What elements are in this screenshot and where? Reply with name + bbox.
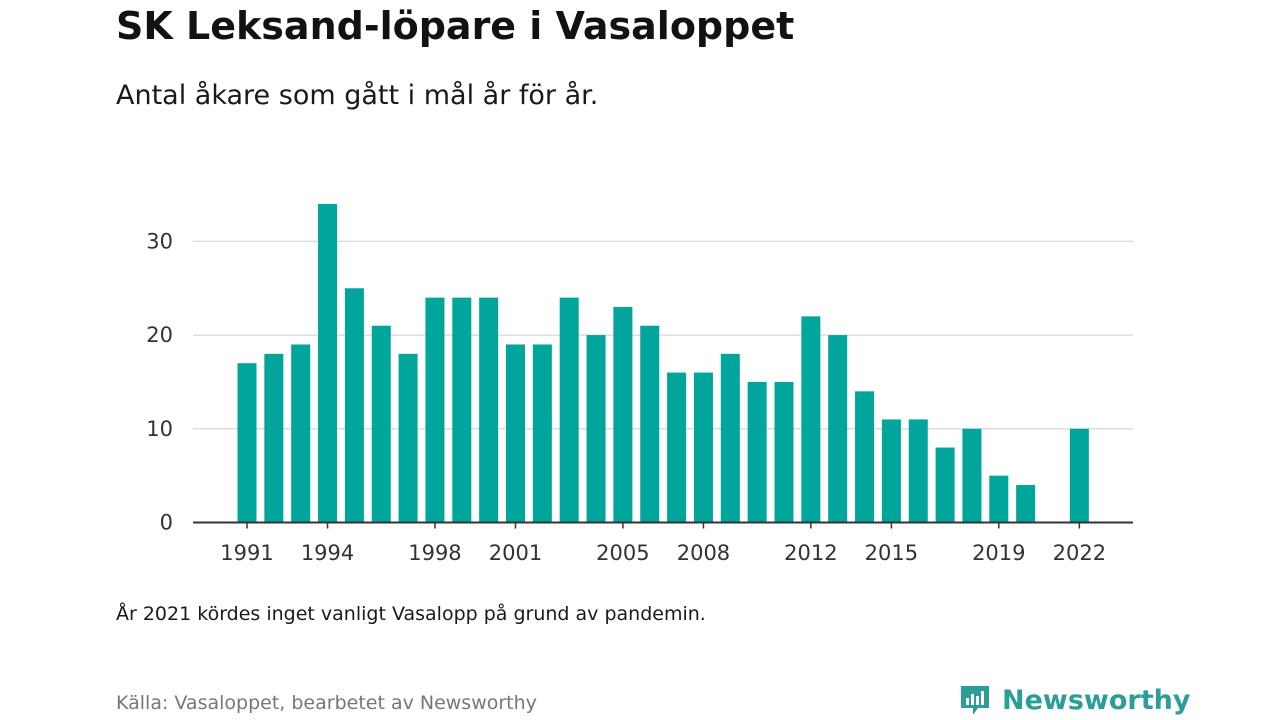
bar-2000 xyxy=(479,297,499,523)
bar-2014 xyxy=(855,391,875,523)
x-tick-label: 2001 xyxy=(489,541,542,565)
axes: 0 10 20 30 1991 1994 1998 2001 2005 2008 2012 2015 2… xyxy=(146,229,1133,565)
bar-2022 xyxy=(1069,428,1089,523)
x-tick-label: 2022 xyxy=(1053,541,1106,565)
bar-2009 xyxy=(720,353,740,523)
x-tick-label: 1991 xyxy=(220,541,273,565)
chart-title: SK Leksand-löpare i Vasaloppet xyxy=(116,4,795,48)
bars xyxy=(237,203,1089,523)
bar-2004 xyxy=(586,335,606,523)
newsworthy-logo: Newsworthy xyxy=(958,680,1190,720)
bar-2008 xyxy=(693,372,713,523)
bar-2018 xyxy=(962,428,982,523)
bar-1993 xyxy=(291,344,311,523)
x-tick-label: 2008 xyxy=(677,541,730,565)
bar-1996 xyxy=(371,325,391,523)
chart-note: År 2021 kördes inget vanligt Vasalopp på… xyxy=(116,603,706,625)
bar-1995 xyxy=(344,288,364,523)
y-tick-label: 10 xyxy=(146,417,173,441)
chart-subtitle: Antal åkare som gått i mål år för år. xyxy=(116,80,599,111)
x-tick-label: 2012 xyxy=(784,541,837,565)
bar-1994 xyxy=(318,203,338,523)
bar-2006 xyxy=(640,325,660,523)
bar-2010 xyxy=(747,381,767,523)
x-tick-label: 1998 xyxy=(408,541,461,565)
x-tick-label: 1994 xyxy=(301,541,354,565)
y-tick-label: 30 xyxy=(146,229,173,253)
bar-2017 xyxy=(935,447,955,523)
bar-1999 xyxy=(452,297,472,523)
bar-chart-speech-bubble-icon xyxy=(961,686,989,715)
brand-name: Newsworthy xyxy=(1002,684,1191,716)
bar-2011 xyxy=(774,381,794,523)
source-credit: Källa: Vasaloppet, bearbetet av Newswort… xyxy=(116,692,537,714)
bar-1991 xyxy=(237,363,257,523)
x-tick-label: 2015 xyxy=(865,541,918,565)
x-tick-label: 2019 xyxy=(972,541,1025,565)
bar-2020 xyxy=(1016,485,1036,523)
bar-2005 xyxy=(613,306,633,523)
bar-2002 xyxy=(532,344,552,523)
bar-2012 xyxy=(801,316,821,523)
bar-1997 xyxy=(398,353,418,523)
bar-1992 xyxy=(264,353,284,523)
bar-2019 xyxy=(989,475,1009,523)
bar-2015 xyxy=(881,419,901,523)
x-tick-label: 2005 xyxy=(596,541,649,565)
bar-2003 xyxy=(559,297,579,523)
y-tick-label: 0 xyxy=(160,511,173,535)
bar-chart: 0 10 20 30 1991 1994 1998 2001 2005 2008 2012 2015 2… xyxy=(146,203,1133,565)
bar-2007 xyxy=(667,372,687,523)
bar-2016 xyxy=(908,419,928,523)
bar-2013 xyxy=(828,335,848,523)
y-tick-label: 20 xyxy=(146,323,173,347)
bar-1998 xyxy=(425,297,445,523)
bar-2001 xyxy=(506,344,525,523)
